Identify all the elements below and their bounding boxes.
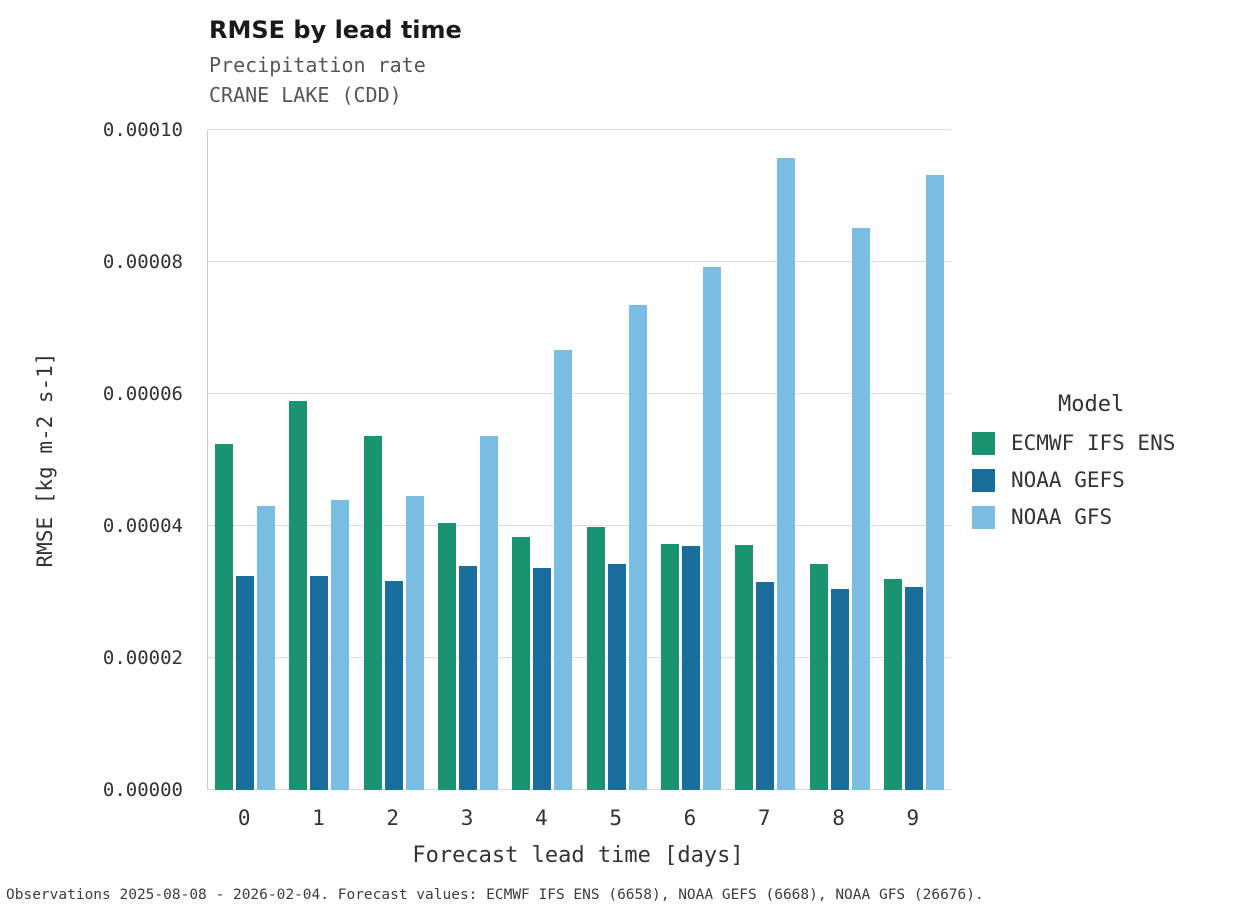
bar-ecmwf-ifs-ens [586,527,605,790]
gridline [208,657,951,658]
bar-noaa-gfs [257,506,276,790]
bar-noaa-gfs [851,227,870,790]
bar-ecmwf-ifs-ens [660,544,679,790]
bar-group-lead-5 [580,130,654,790]
footer-caption: Observations 2025-08-08 - 2026-02-04. Fo… [6,887,984,903]
legend-swatch-icon [972,505,995,529]
bar-noaa-gfs [925,174,944,790]
legend-label: NOAA GEFS [1011,468,1125,492]
bar-noaa-gfs [405,496,424,790]
y-tick-label: 0.00006 [102,383,183,405]
bar-group-lead-7 [728,130,802,790]
plot-area [207,129,951,790]
legend-label: NOAA GFS [1011,505,1113,529]
bar-group-lead-8 [802,130,876,790]
bar-noaa-gefs [384,581,403,790]
bar-noaa-gfs [702,267,721,790]
chart-subtitle-station: CRANE LAKE (CDD) [209,83,402,107]
bar-group-lead-3 [431,130,505,790]
bar-ecmwf-ifs-ens [512,537,531,790]
bar-group-lead-1 [282,130,356,790]
bar-noaa-gefs [830,588,849,790]
y-tick-label: 0.00000 [102,779,183,801]
bar-noaa-gefs [310,575,329,790]
gridline [208,261,951,262]
y-tick-label: 0.00004 [102,515,183,537]
y-tick-label: 0.00002 [102,647,183,669]
y-axis-tick-labels: 0.00000 0.00002 0.00004 0.00006 0.00008 0.000… [0,119,195,801]
x-tick-label: 7 [757,806,771,830]
bar-noaa-gefs [533,567,552,790]
x-tick-label: 6 [683,806,697,830]
x-tick-label: 0 [237,806,251,830]
bar-ecmwf-ifs-ens [215,443,234,790]
bar-ecmwf-ifs-ens [883,578,902,790]
gridline [208,789,951,790]
legend-entry-noaa-gefs: NOAA GEFS [972,468,1175,492]
bar-noaa-gefs [681,545,700,790]
x-tick-label: 5 [609,806,622,830]
bar-noaa-gefs [607,563,626,790]
bar-noaa-gfs [331,500,350,790]
bar-ecmwf-ifs-ens [289,400,308,790]
bar-group-lead-2 [357,130,431,790]
gridline [208,393,951,394]
gridline [208,129,951,130]
x-tick-label: 1 [312,806,325,830]
chart-subtitle-variable: Precipitation rate [209,53,426,77]
chart-title: RMSE by lead time [209,16,462,44]
gridline [208,525,951,526]
bar-group-lead-6 [654,130,728,790]
x-tick-label: 4 [535,806,548,830]
bar-noaa-gefs [459,565,478,790]
legend-label: ECMWF IFS ENS [1011,431,1176,455]
x-axis-tick-labels: 0 1 2 3 4 5 6 7 8 9 [207,806,950,836]
legend: Model ECMWF IFS ENS NOAA GEFS NOAA GFS [972,392,1175,542]
bar-group-lead-4 [505,130,579,790]
legend-entry-ecmwf-ifs-ens: ECMWF IFS ENS [972,431,1175,455]
bar-ecmwf-ifs-ens [438,522,457,790]
y-tick-label: 0.00010 [102,119,183,141]
bar-noaa-gfs [628,304,647,790]
x-tick-label: 3 [460,806,474,830]
legend-swatch-icon [972,431,995,455]
bar-noaa-gfs [554,349,573,790]
bar-ecmwf-ifs-ens [735,545,754,790]
legend-swatch-icon [972,468,995,492]
legend-entries: ECMWF IFS ENS NOAA GEFS NOAA GFS [972,431,1175,529]
y-tick-label: 0.00008 [102,251,183,273]
bar-noaa-gefs [756,582,775,790]
bar-ecmwf-ifs-ens [363,435,382,790]
x-tick-label: 9 [906,806,920,830]
x-axis-label: Forecast lead time [days] [412,843,744,868]
legend-title: Model [1058,392,1125,417]
legend-entry-noaa-gfs: NOAA GFS [972,505,1175,529]
bar-noaa-gefs [236,575,255,790]
bar-ecmwf-ifs-ens [809,564,828,790]
x-tick-label: 2 [386,806,400,830]
bar-noaa-gefs [904,586,923,790]
bar-noaa-gfs [777,158,796,790]
bar-group-lead-0 [208,130,282,790]
x-tick-label: 8 [832,806,845,830]
bar-group-lead-9 [877,130,951,790]
bar-noaa-gfs [480,435,499,790]
